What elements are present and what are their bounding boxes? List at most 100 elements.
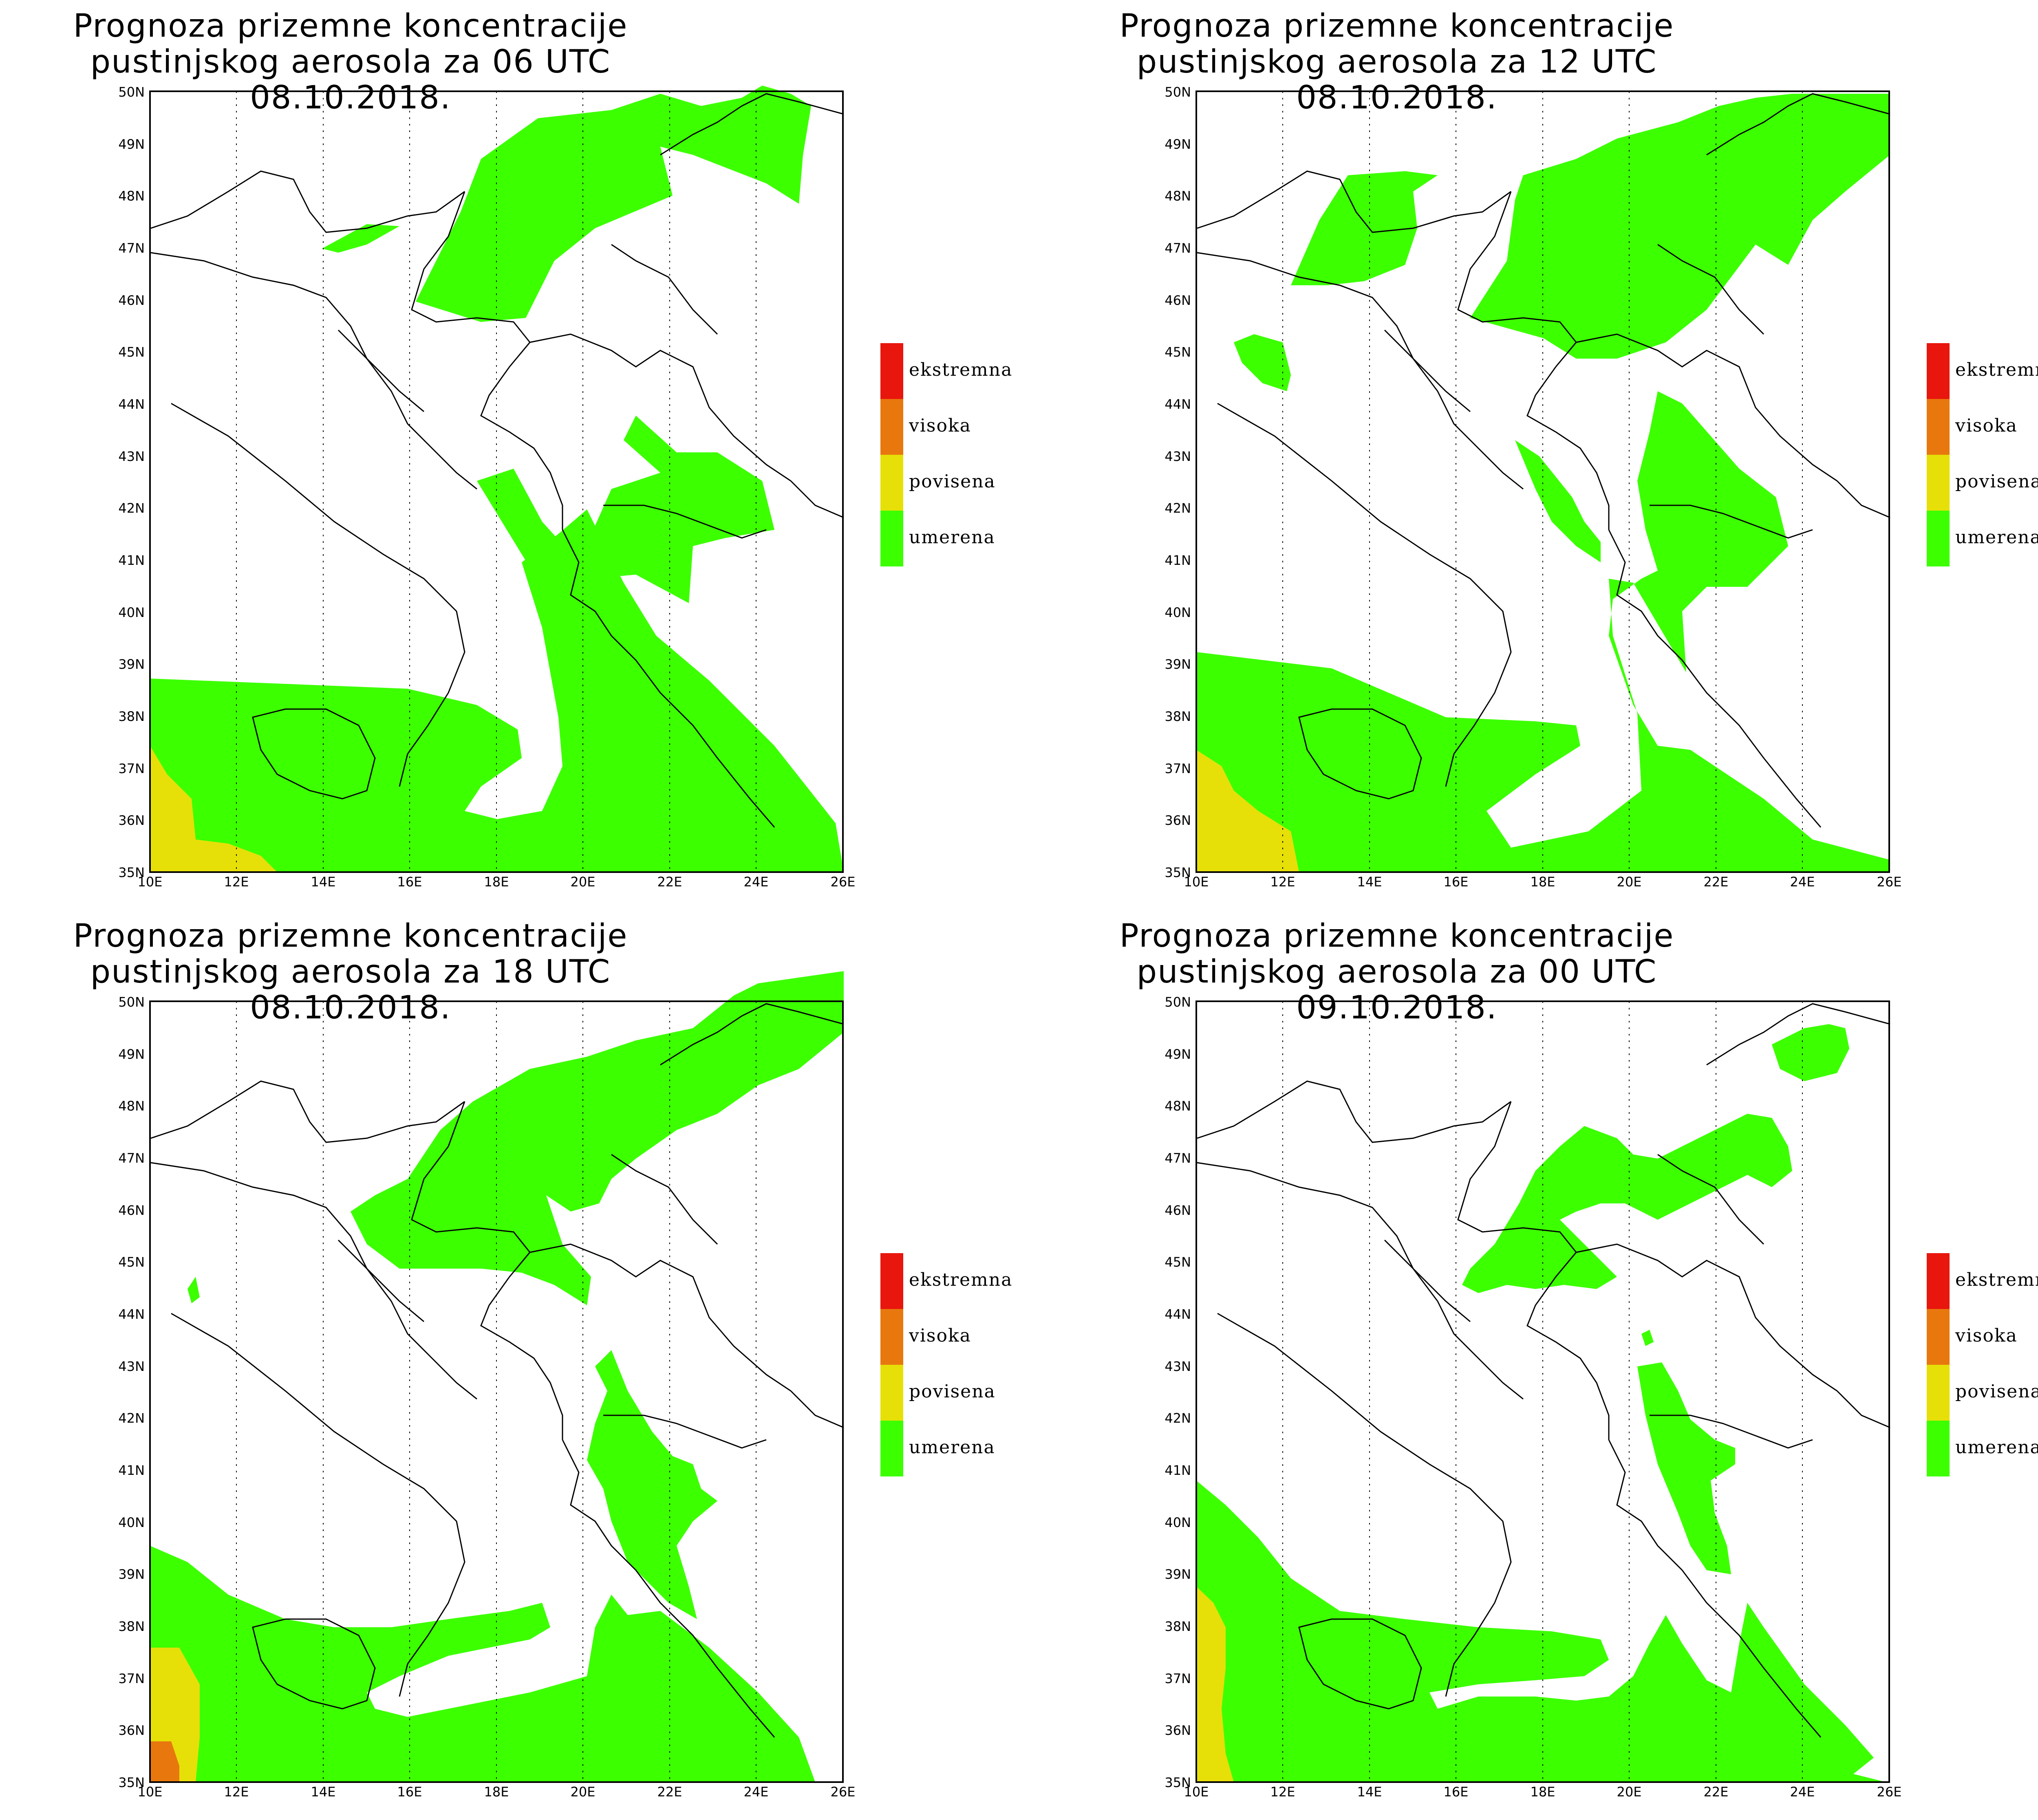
dust-concentration-areas [150, 86, 844, 872]
lat-label: 39N [118, 1567, 145, 1582]
legend-swatch-povisena [1927, 1365, 1950, 1421]
country-borders [1197, 93, 1890, 828]
lon-label: 20E [571, 874, 596, 890]
lat-label: 44N [118, 397, 145, 412]
lat-label: 45N [1165, 344, 1191, 360]
legend-swatch-ekstremna [880, 1253, 903, 1309]
country-borders [1197, 1003, 1890, 1738]
lat-label: 37N [118, 761, 145, 776]
lon-label: 18E [1531, 1784, 1555, 1800]
lon-tick-labels: 10E 12E 14E 16E 18E 20E 22E 24E 26E [1184, 1784, 1902, 1800]
lon-label: 10E [1184, 874, 1209, 890]
lat-label: 37N [118, 1671, 145, 1686]
lon-label: 14E [311, 874, 336, 890]
lat-label: 50N [118, 84, 145, 100]
lon-label: 20E [1617, 1784, 1642, 1800]
lon-label: 12E [1270, 874, 1295, 890]
legend-label: umerena [1955, 1437, 2038, 1458]
forecast-panel-12utc: Prognoza prizemne koncentracije pustinjs… [1046, 0, 2038, 910]
lat-label: 38N [1165, 1619, 1191, 1634]
lon-label: 14E [1357, 874, 1382, 890]
lat-label: 49N [118, 137, 145, 152]
legend-label: ekstremna [1955, 1269, 2038, 1290]
dust-concentration-areas [1196, 1024, 1886, 1782]
lat-label: 47N [118, 240, 145, 256]
lat-label: 46N [1165, 293, 1191, 308]
lon-label: 16E [397, 1784, 422, 1800]
lat-label: 42N [118, 1410, 145, 1426]
lat-label: 50N [1165, 994, 1191, 1010]
lat-label: 44N [118, 1307, 145, 1322]
title-line2: pustinjskog aerosola za 12 UTC 08.10.201… [1136, 44, 1657, 116]
lat-label: 40N [118, 1515, 145, 1530]
lat-label: 41N [118, 553, 145, 568]
lat-label: 44N [1165, 1307, 1191, 1322]
legend-swatch-umerena [880, 511, 903, 566]
lat-label: 39N [1165, 1567, 1191, 1582]
lon-tick-labels: 10E 12E 14E 16E 18E 20E 22E 24E 26E [138, 1784, 856, 1800]
lon-label: 22E [657, 1784, 682, 1800]
title-line1: Prognoza prizemne koncentracije [73, 918, 628, 954]
lon-label: 18E [484, 874, 509, 890]
lat-label: 40N [1165, 605, 1191, 620]
forecast-panel-18utc: Prognoza prizemne koncentracije pustinjs… [0, 910, 1046, 1820]
lon-label: 24E [1790, 874, 1815, 890]
lat-tick-labels: 35N 36N 37N 38N 39N 40N 41N 42N 43N 44N … [118, 84, 145, 880]
lat-label: 45N [1165, 1254, 1191, 1270]
lat-label: 50N [118, 994, 145, 1010]
legend-label: ekstremna [909, 359, 1013, 380]
lat-label: 39N [1165, 657, 1191, 672]
lon-label: 22E [1704, 874, 1729, 890]
lat-label: 48N [1165, 1098, 1191, 1114]
lat-tick-labels: 35N 36N 37N 38N 39N 40N 41N 42N 43N 44N … [118, 994, 145, 1790]
lon-label: 20E [1617, 874, 1642, 890]
title-line1: Prognoza prizemne koncentracije [1119, 8, 1674, 44]
lat-label: 37N [1165, 761, 1191, 776]
lat-label: 49N [1165, 137, 1191, 152]
lat-label: 40N [1165, 1515, 1191, 1530]
legend-swatch-umerena [1927, 511, 1950, 566]
panel-title: Prognoza prizemne koncentracije pustinjs… [1046, 8, 1747, 116]
lon-label: 24E [744, 1784, 769, 1800]
lon-label: 24E [744, 874, 769, 890]
title-line1: Prognoza prizemne koncentracije [73, 8, 628, 44]
lon-label: 12E [224, 874, 249, 890]
lat-label: 47N [1165, 1150, 1191, 1166]
lat-label: 35N [1165, 865, 1191, 880]
lon-label: 10E [138, 1784, 163, 1800]
dust-concentration-areas [1196, 94, 1890, 872]
lat-label: 48N [1165, 188, 1191, 204]
lat-label: 49N [118, 1047, 145, 1062]
legend-swatch-umerena [880, 1421, 903, 1476]
lon-tick-labels: 10E 12E 14E 16E 18E 20E 22E 24E 26E [1184, 874, 1902, 890]
lat-tick-labels: 35N 36N 37N 38N 39N 40N 41N 42N 43N 44N … [1165, 84, 1191, 880]
lat-label: 38N [118, 1619, 145, 1634]
lat-label: 46N [1165, 1203, 1191, 1218]
aerosol-map: 10E 12E 14E 16E 18E 20E 22E 24E 26E 35N … [1165, 994, 1902, 1800]
title-line2: pustinjskog aerosola za 18 UTC 08.10.201… [90, 954, 611, 1026]
lon-label: 16E [397, 874, 422, 890]
legend-label: umerena [909, 1437, 995, 1458]
lat-label: 45N [118, 344, 145, 360]
lon-label: 26E [1877, 874, 1902, 890]
dust-concentration-areas [150, 971, 844, 1782]
legend-label: umerena [909, 527, 995, 548]
lon-label: 18E [484, 1784, 509, 1800]
legend-label: visoka [909, 415, 971, 436]
lon-label: 16E [1444, 1784, 1469, 1800]
lat-label: 43N [118, 1359, 145, 1374]
lat-label: 35N [118, 865, 145, 880]
legend-swatch-povisena [1927, 455, 1950, 511]
legend-swatch-povisena [880, 455, 903, 511]
lat-label: 48N [118, 1098, 145, 1114]
lat-label: 37N [1165, 1671, 1191, 1686]
lat-label: 45N [118, 1254, 145, 1270]
lat-label: 41N [1165, 1463, 1191, 1478]
lat-label: 43N [1165, 1359, 1191, 1374]
legend-swatch-ekstremna [1927, 343, 1950, 399]
lat-label: 46N [118, 1203, 145, 1218]
lat-label: 38N [1165, 709, 1191, 724]
title-line1: Prognoza prizemne koncentracije [1119, 918, 1674, 954]
legend-label: povisena [1955, 471, 2038, 492]
panel-title: Prognoza prizemne koncentracije pustinjs… [0, 918, 701, 1026]
